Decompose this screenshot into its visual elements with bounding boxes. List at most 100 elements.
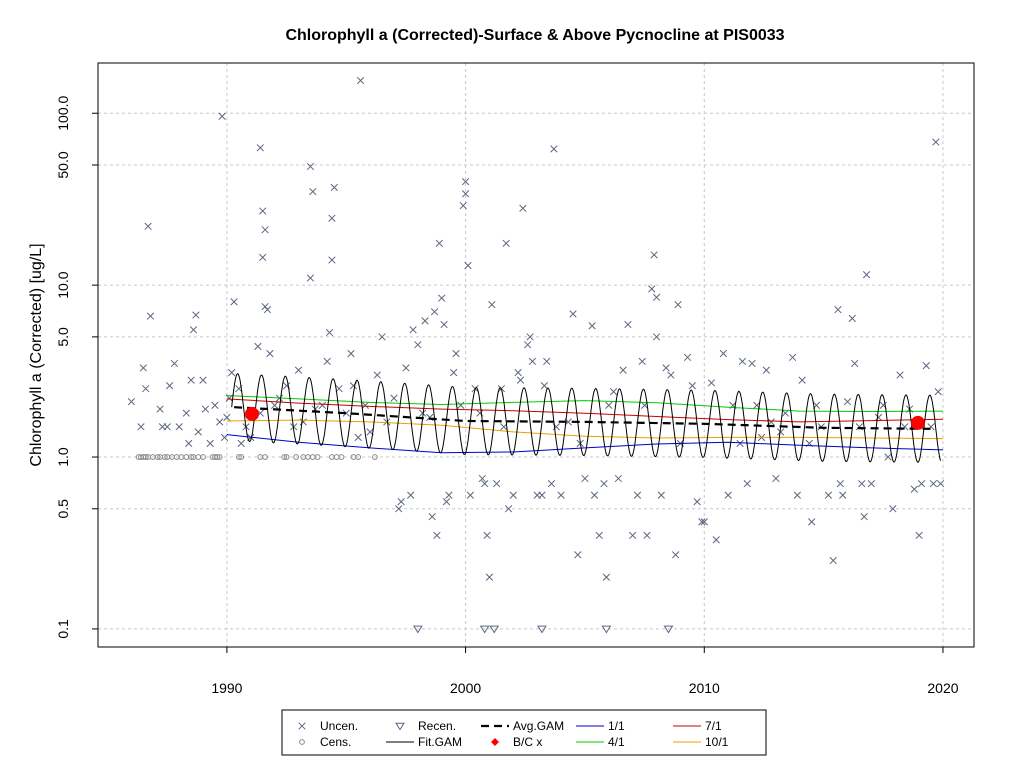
uncensored-point <box>643 531 651 540</box>
uncensored-point <box>270 401 279 409</box>
avg-gam-line <box>234 406 932 430</box>
uncensored-point <box>199 376 207 384</box>
uncensored-point <box>428 512 436 521</box>
uncensored-point <box>693 498 701 506</box>
uncensored-point <box>430 308 439 316</box>
uncensored-point <box>433 531 441 540</box>
uncensored-point <box>588 322 596 330</box>
uncensored-point <box>237 439 245 448</box>
uncensored-point <box>633 491 642 499</box>
uncensored-point <box>325 328 334 337</box>
y-tick-label: 5.0 <box>55 327 71 347</box>
uncensored-point <box>707 379 716 387</box>
legend-label-uncen: Uncen. <box>320 719 358 733</box>
uncensored-point <box>192 311 200 319</box>
uncensored-point <box>624 320 632 329</box>
uncensored-point <box>306 162 315 171</box>
uncensored-point <box>514 368 522 377</box>
uncensored-point <box>492 480 501 488</box>
uncensored-point <box>557 491 565 499</box>
uncensored-point <box>700 518 708 526</box>
y-tick-label: 0.1 <box>55 619 71 639</box>
x-tick-label: 1990 <box>211 680 242 696</box>
plot-frame <box>97 62 975 648</box>
uncensored-point <box>605 401 613 409</box>
uncensored-point <box>318 401 327 409</box>
uncensored-point <box>488 300 496 309</box>
uncensored-point <box>574 551 582 559</box>
uncensored-point <box>144 222 152 230</box>
uncensored-point <box>862 271 871 279</box>
uncensored-point <box>793 491 802 499</box>
uncensored-point <box>509 491 517 499</box>
uncensored-point <box>330 183 338 192</box>
uncensored-point <box>922 362 930 370</box>
y-tick-label: 1.0 <box>55 447 71 467</box>
uncensored-point <box>839 491 847 499</box>
uncensored-point <box>777 428 785 436</box>
uncensored-point <box>137 423 145 431</box>
recensored-point <box>479 625 490 634</box>
uncensored-point <box>843 397 852 406</box>
uncensored-point <box>550 145 558 153</box>
uncensored-point <box>185 439 193 448</box>
uncensored-point <box>781 409 790 417</box>
uncensored-point <box>328 214 336 222</box>
legend-uncen-icon <box>298 722 306 730</box>
uncensored-point <box>874 413 883 422</box>
uncensored-point <box>395 505 403 513</box>
uncensored-point <box>211 401 219 409</box>
uncensored-point <box>328 256 336 264</box>
uncensored-point <box>851 359 859 368</box>
uncensored-point <box>220 433 229 442</box>
uncensored-point <box>736 439 744 448</box>
uncensored-point <box>228 368 236 377</box>
uncensored-point <box>743 480 751 488</box>
uncensored-point <box>528 357 537 366</box>
censored-point <box>283 454 290 460</box>
uncensored-point <box>261 226 269 234</box>
uncensored-point <box>182 409 190 417</box>
uncensored-point <box>808 518 816 526</box>
y-axis: 0.1 0.5 1.0 5.0 10.0 50.0 100.0 <box>55 96 98 639</box>
uncensored-point <box>698 518 706 526</box>
y-axis-label: Chlorophyll a (Corrected) [ug/L] <box>28 243 45 466</box>
uncensored-point <box>543 357 551 366</box>
uncensored-point <box>342 409 350 417</box>
uncensored-point <box>165 382 174 390</box>
seasonal-line-q10 <box>226 419 944 440</box>
legend-label-recen: Recen. <box>418 719 456 733</box>
uncensored-point <box>836 480 844 488</box>
legend-label-q10: 10/1 <box>705 735 729 749</box>
uncensored-point <box>526 333 534 341</box>
y-tick-label: 100.0 <box>55 96 71 131</box>
uncensored-point <box>481 480 489 488</box>
uncensored-point <box>504 505 513 513</box>
uncensored-point <box>581 474 589 483</box>
uncensored-point <box>201 405 210 413</box>
censored-point <box>238 454 245 460</box>
uncensored-point <box>590 491 599 499</box>
uncensored-point <box>662 364 670 372</box>
uncensored-point <box>910 485 918 493</box>
uncensored-point <box>932 138 940 146</box>
uncensored-point <box>354 433 362 442</box>
legend-label-cens: Cens. <box>320 735 351 749</box>
uncensored-point <box>638 357 646 366</box>
uncensored-point <box>356 76 365 85</box>
uncensored-point <box>652 333 661 341</box>
censored-point <box>200 454 206 460</box>
uncensored-point <box>762 366 770 374</box>
uncensored-point <box>461 177 470 186</box>
uncensored-point <box>187 376 195 384</box>
fit-gam-line <box>231 373 942 463</box>
legend: Uncen. Cens. Recen. Fit.GAM Avg.GAM B/C x 1/1 4… <box>281 709 767 756</box>
uncensored-point <box>671 551 680 559</box>
uncensored-point <box>889 505 897 513</box>
uncensored-point <box>175 423 183 431</box>
uncensored-point <box>824 491 833 499</box>
uncensored-point <box>523 341 532 349</box>
uncensored-point <box>127 397 136 406</box>
uncensored-point <box>216 418 224 426</box>
uncensored-point <box>466 491 475 499</box>
